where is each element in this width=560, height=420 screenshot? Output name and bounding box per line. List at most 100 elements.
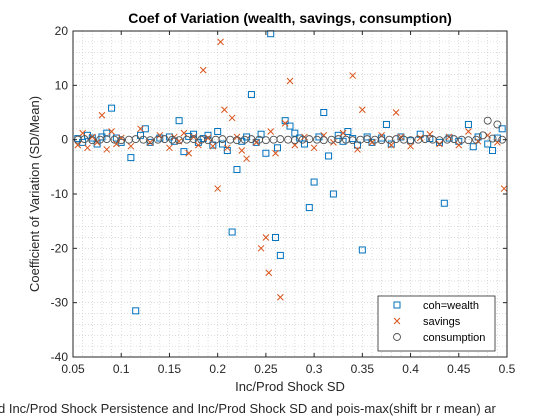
data-point <box>257 244 265 252</box>
series-consumption <box>73 116 507 145</box>
data-point <box>132 307 140 315</box>
data-point <box>450 135 458 144</box>
data-point <box>392 109 400 116</box>
data-point <box>325 152 333 160</box>
data-point <box>127 142 135 150</box>
grid <box>72 30 508 358</box>
data-point <box>223 144 231 152</box>
data-point <box>291 129 299 137</box>
data-point <box>233 166 241 174</box>
x-tick-label: 0.15 <box>158 362 182 376</box>
data-point <box>407 142 414 150</box>
y-tick-label: -40 <box>51 350 69 364</box>
legend: coh=wealth savings consumption <box>377 295 496 352</box>
data-point <box>472 135 481 144</box>
data-point <box>276 135 285 144</box>
data-point <box>286 77 294 85</box>
data-point <box>493 120 502 129</box>
data-point <box>209 142 217 150</box>
data-point <box>170 137 178 145</box>
y-tick-label: -10 <box>51 187 69 201</box>
legend-label: coh=wealth <box>423 300 479 312</box>
y-tick-label: -30 <box>51 296 69 310</box>
legend-label: consumption <box>423 332 485 344</box>
data-point <box>305 204 313 212</box>
data-point <box>257 130 265 138</box>
data-point <box>127 154 135 162</box>
data-point <box>445 134 453 142</box>
data-point <box>247 135 256 144</box>
data-point <box>305 135 314 144</box>
data-point <box>339 129 347 137</box>
data-point <box>243 133 251 141</box>
data-point <box>112 134 120 142</box>
data-point <box>108 128 115 135</box>
data-point <box>265 269 273 277</box>
data-point <box>74 141 82 149</box>
data-point <box>484 140 492 148</box>
x-tick-label: 0.45 <box>447 362 471 376</box>
data-point <box>493 134 501 142</box>
data-point <box>137 125 144 133</box>
data-point <box>349 72 357 79</box>
x-tick-label: 0.2 <box>209 362 226 376</box>
y-tick-label: -20 <box>51 241 69 255</box>
data-point <box>84 144 91 152</box>
data-point <box>160 135 169 144</box>
data-point <box>464 136 473 145</box>
data-point <box>377 136 386 145</box>
data-point <box>218 140 226 148</box>
data-point <box>464 120 472 128</box>
chart-title: Coef of Variation (wealth, savings, cons… <box>128 10 452 26</box>
data-point <box>175 117 183 125</box>
x-tick-label: 0.25 <box>254 362 278 376</box>
data-point <box>262 234 270 241</box>
data-point <box>166 144 173 152</box>
data-point <box>281 120 289 127</box>
data-point <box>489 147 497 155</box>
data-point <box>277 293 284 301</box>
data-point <box>108 104 116 112</box>
x-tick-label: 0.4 <box>402 362 419 376</box>
data-point <box>180 129 188 137</box>
legend-marker <box>393 333 401 341</box>
data-point <box>276 251 284 259</box>
data-point <box>80 135 89 144</box>
data-point <box>382 120 390 128</box>
data-point <box>204 136 212 145</box>
data-point <box>204 134 212 142</box>
data-point <box>498 125 506 133</box>
data-point <box>392 135 401 144</box>
data-point <box>272 233 280 241</box>
x-tick-label: 0.35 <box>351 362 375 376</box>
data-point <box>262 149 270 157</box>
data-point <box>175 136 184 145</box>
data-point <box>228 228 236 236</box>
data-point <box>228 114 236 122</box>
data-point <box>79 129 86 137</box>
data-point <box>465 128 472 135</box>
data-point <box>233 136 241 145</box>
data-point <box>348 136 357 145</box>
data-point <box>334 135 343 144</box>
y-axis-label: Coefficient of Variation (SD/Mean) <box>27 96 42 292</box>
data-point <box>238 147 246 154</box>
data-point <box>98 133 106 141</box>
x-axis-ticks: 0.05 0.1 0.15 0.2 0.25 0.3 0.35 0.4 0.45 0.5 <box>61 31 516 376</box>
legend-label: savings <box>423 316 461 328</box>
data-point <box>102 135 111 144</box>
data-point <box>483 116 492 125</box>
x-tick-label: 0.05 <box>61 362 85 376</box>
data-point <box>267 128 275 135</box>
data-point <box>261 136 270 145</box>
data-point <box>165 133 173 141</box>
data-point <box>218 135 227 144</box>
data-point <box>88 136 97 145</box>
data-point <box>286 122 294 130</box>
data-point <box>185 149 193 157</box>
data-points <box>73 30 508 315</box>
data-point <box>397 133 405 141</box>
data-point <box>440 199 448 207</box>
data-point <box>469 143 477 151</box>
